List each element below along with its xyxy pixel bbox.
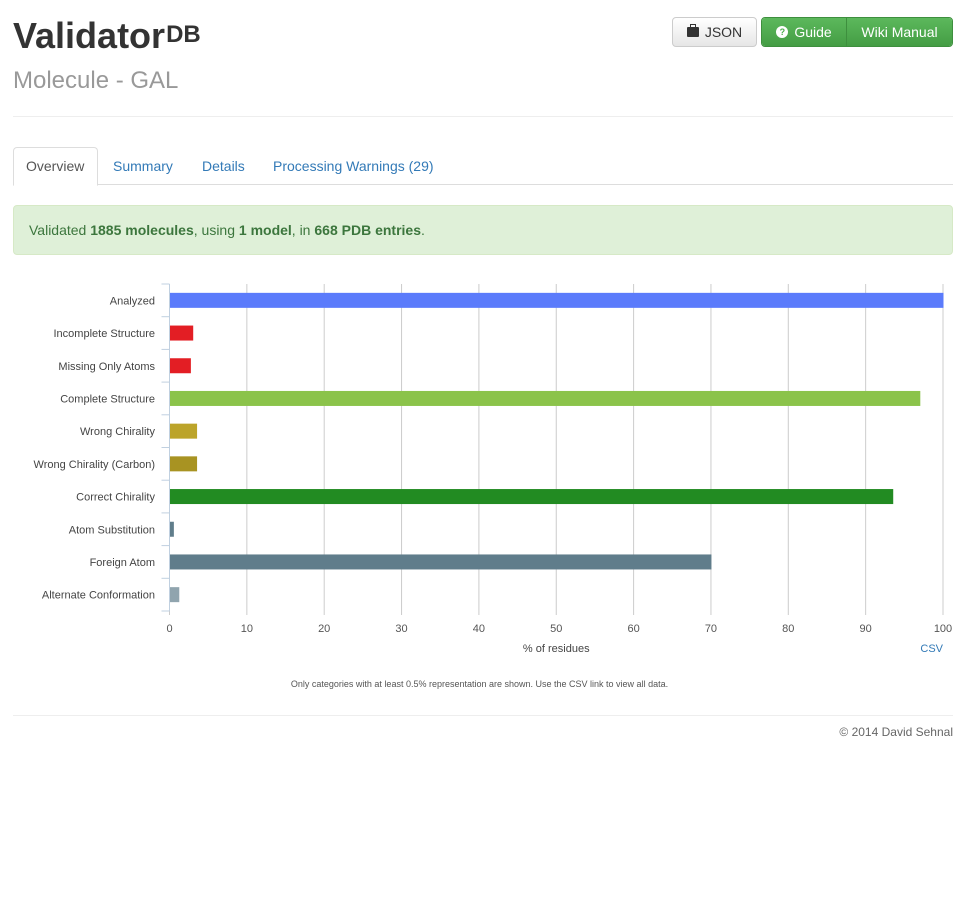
bar xyxy=(170,423,198,439)
wiki-manual-button-label: Wiki Manual xyxy=(861,24,938,40)
x-tick-label: 80 xyxy=(782,623,794,635)
entry-count: 668 PDB entries xyxy=(314,222,421,238)
page-subtitle: Molecule - GAL xyxy=(13,67,179,94)
category-label: Correct Chirality xyxy=(76,492,155,504)
bar xyxy=(170,358,191,374)
molecule-count: 1885 molecules xyxy=(90,222,194,238)
bar xyxy=(170,587,180,603)
category-label: Complete Structure xyxy=(60,393,155,405)
x-axis-label: % of residues xyxy=(523,643,590,655)
tab-overview[interactable]: Overview xyxy=(13,147,98,186)
json-button[interactable]: JSON xyxy=(672,17,757,47)
x-tick-label: 90 xyxy=(860,623,872,635)
bar xyxy=(170,456,198,472)
category-label: Analyzed xyxy=(110,295,155,307)
category-label: Alternate Conformation xyxy=(42,590,155,602)
json-button-label: JSON xyxy=(704,24,743,40)
page-header: ValidatorDB Molecule - GAL JSON ? Guide W… xyxy=(13,0,953,117)
wiki-manual-button[interactable]: Wiki Manual xyxy=(847,18,952,46)
tab-details[interactable]: Details xyxy=(202,158,245,174)
bar xyxy=(170,292,944,308)
x-tick-label: 40 xyxy=(473,623,485,635)
bar xyxy=(170,489,894,505)
validation-summary-alert: Validated 1885 molecules, using 1 model,… xyxy=(13,205,953,255)
category-label: Atom Substitution xyxy=(69,524,155,536)
x-tick-label: 100 xyxy=(934,623,952,635)
bar xyxy=(170,521,174,537)
x-tick-label: 70 xyxy=(705,623,717,635)
category-label: Wrong Chirality xyxy=(80,426,155,438)
question-circle-icon: ? xyxy=(776,26,789,39)
guide-button-label: Guide xyxy=(794,24,832,40)
x-tick-label: 10 xyxy=(241,623,253,635)
briefcase-icon xyxy=(686,24,699,38)
tab-processing-warnings[interactable]: Processing Warnings (29) xyxy=(273,158,434,174)
chart-note: Only categories with at least 0.5% repre… xyxy=(290,679,669,689)
category-label: Incomplete Structure xyxy=(54,328,156,340)
guide-button[interactable]: ? Guide xyxy=(762,18,847,46)
tab-summary[interactable]: Summary xyxy=(113,158,173,174)
category-label: Missing Only Atoms xyxy=(58,361,155,373)
csv-link[interactable]: CSV xyxy=(920,643,943,655)
x-tick-label: 30 xyxy=(395,623,407,635)
bar xyxy=(170,554,712,570)
residue-bar-chart: 0 10 20 30 40 50 60 70 80 90 100 Analyzed Incomplete… xyxy=(34,283,952,655)
copyright: © 2014 David Sehnal xyxy=(839,725,953,739)
bar xyxy=(170,325,194,341)
bar xyxy=(170,390,921,406)
page-footer: © 2014 David Sehnal xyxy=(13,715,953,739)
tab-bar: Overview Summary Details Processing Warn… xyxy=(13,147,953,186)
help-button-group: ? Guide Wiki Manual xyxy=(761,17,953,47)
x-tick-label: 50 xyxy=(550,623,562,635)
app-title: ValidatorDB xyxy=(13,15,201,56)
app-title-superscript: DB xyxy=(166,21,201,48)
category-label: Wrong Chirality (Carbon) xyxy=(34,459,155,471)
model-count: 1 model xyxy=(238,222,292,238)
category-label: Foreign Atom xyxy=(90,557,155,569)
x-tick-label: 60 xyxy=(627,623,639,635)
x-tick-label: 0 xyxy=(166,623,172,635)
x-tick-label: 20 xyxy=(318,623,330,635)
